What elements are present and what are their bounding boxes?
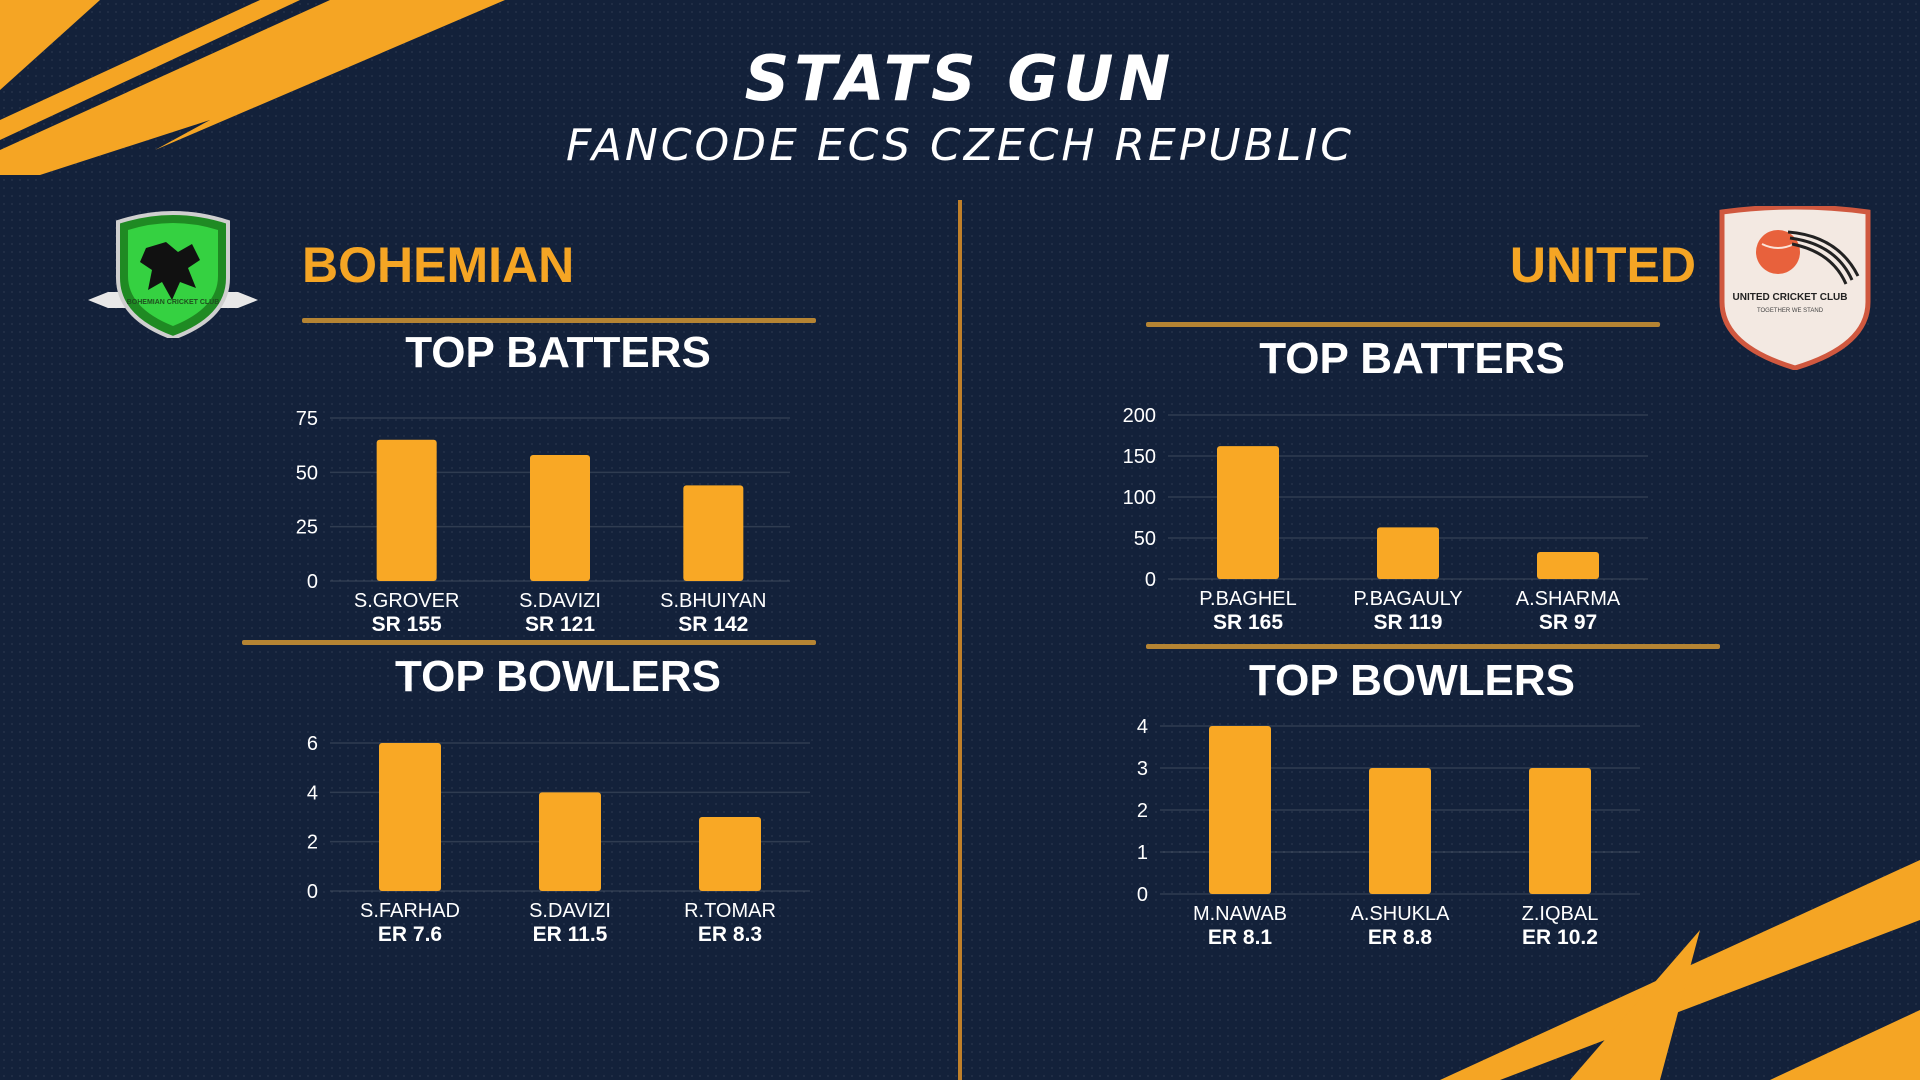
rule-right-middle xyxy=(1146,644,1720,649)
bar-ziqbal xyxy=(1529,768,1591,894)
y-tick-label: 2 xyxy=(1137,800,1148,822)
x-stat-label: SR 142 xyxy=(678,613,748,636)
x-stat-label: SR 155 xyxy=(372,613,442,636)
x-category-label: P.BAGAULY xyxy=(1353,588,1462,610)
x-stat-label: SR 119 xyxy=(1374,611,1443,634)
x-category-label: P.BAGHEL xyxy=(1199,588,1296,610)
center-divider xyxy=(958,200,962,1080)
page-title: STATS GUN xyxy=(744,42,1176,115)
united-logo: UNITED CRICKET CLUB TOGETHER WE STAND xyxy=(1718,204,1872,374)
bar-sgrover xyxy=(376,439,437,581)
x-stat-label: ER 7.6 xyxy=(378,923,442,946)
page-subtitle: FANCODE ECS CZECH REPUBLIC xyxy=(566,120,1354,171)
bar-rtomar xyxy=(699,817,761,891)
rule-right-top xyxy=(1146,322,1660,327)
bar-ashukla xyxy=(1369,768,1431,894)
y-tick-label: 6 xyxy=(307,733,318,755)
y-tick-label: 3 xyxy=(1137,758,1148,780)
x-category-label: M.NAWAB xyxy=(1193,903,1287,925)
x-category-label: A.SHUKLA xyxy=(1351,903,1451,925)
x-stat-label: ER 8.3 xyxy=(698,923,762,946)
y-tick-label: 0 xyxy=(307,571,318,593)
united-logo-text: UNITED CRICKET CLUB xyxy=(1733,292,1848,303)
x-stat-label: SR 165 xyxy=(1213,611,1283,634)
rule-left-top xyxy=(302,318,816,323)
x-stat-label: ER 11.5 xyxy=(533,923,608,946)
x-category-label: S.DAVIZI xyxy=(529,900,611,922)
chart-united-bowlers: 0 1 2 3 4 M.NAWAB ER 8.1 A.SHUKLA ER 8.8 Z.IQBAL E… xyxy=(1120,716,1680,949)
y-tick-label: 1 xyxy=(1137,842,1148,864)
x-category-label: S.GROVER xyxy=(354,590,460,612)
bar-mnawab xyxy=(1209,726,1271,894)
x-stat-label: SR 97 xyxy=(1539,611,1597,634)
team-name-left: BOHEMIAN xyxy=(302,237,575,293)
x-category-label: A.SHARMA xyxy=(1516,588,1621,610)
decorative-stripes-top-left xyxy=(0,0,505,175)
y-tick-label: 4 xyxy=(307,782,318,804)
united-logo-tagline: TOGETHER WE STAND xyxy=(1757,308,1824,314)
chart-united-batters: 0 50 100 150 200 P.BAGHEL SR 165 P.BAGAULY SR 11… xyxy=(1120,405,1680,644)
right-bowlers-title: TOP BOWLERS xyxy=(1249,656,1575,705)
decorative-stripes-bottom-right xyxy=(1440,860,1920,1080)
right-batters-title: TOP BATTERS xyxy=(1259,334,1565,383)
bar-sfarhad xyxy=(379,743,441,891)
rule-left-middle xyxy=(242,640,816,645)
y-tick-label: 50 xyxy=(1134,528,1156,550)
x-category-label: R.TOMAR xyxy=(684,900,776,922)
bar-pbaghel xyxy=(1217,446,1279,579)
x-category-label: S.FARHAD xyxy=(360,900,460,922)
y-tick-label: 0 xyxy=(1145,569,1156,591)
x-category-label: Z.IQBAL xyxy=(1522,903,1599,925)
bar-sbhuiyan xyxy=(683,485,744,581)
left-batters-title: TOP BATTERS xyxy=(405,328,711,377)
y-tick-label: 50 xyxy=(296,462,318,484)
y-tick-label: 0 xyxy=(307,881,318,903)
x-stat-label: ER 8.1 xyxy=(1208,926,1273,949)
bar-pbagauly xyxy=(1377,527,1439,579)
y-tick-label: 200 xyxy=(1123,405,1156,427)
y-tick-label: 4 xyxy=(1137,716,1148,738)
y-tick-label: 0 xyxy=(1137,884,1148,906)
x-category-label: S.DAVIZI xyxy=(519,590,601,612)
y-tick-label: 100 xyxy=(1123,487,1156,509)
team-name-right: UNITED xyxy=(1509,237,1696,293)
bar-sdavizi xyxy=(539,792,601,891)
y-tick-label: 75 xyxy=(296,408,318,430)
y-tick-label: 25 xyxy=(296,517,318,539)
bar-asharma xyxy=(1537,551,1599,579)
x-category-label: S.BHUIYAN xyxy=(660,590,766,612)
bohemian-logo: BOHEMIAN CRICKET CLUB xyxy=(88,208,258,342)
chart-bohemian-batters: 0 25 50 75 S.GROVER SR 155 S.DAVIZI SR 121 S.BHU… xyxy=(290,408,830,644)
left-bowlers-title: TOP BOWLERS xyxy=(395,652,721,701)
x-stat-label: SR 121 xyxy=(525,613,595,636)
chart-bohemian-bowlers: 0 2 4 6 S.FARHAD ER 7.6 S.DAVIZI ER 11.5 R.TOMAR… xyxy=(290,733,850,954)
x-stat-label: ER 10.2 xyxy=(1522,926,1598,949)
y-tick-label: 150 xyxy=(1123,446,1156,468)
bohemian-logo-text: BOHEMIAN CRICKET CLUB xyxy=(127,299,220,306)
x-stat-label: ER 8.8 xyxy=(1368,926,1433,949)
bar-sdavizi xyxy=(530,454,590,581)
y-tick-label: 2 xyxy=(307,832,318,854)
